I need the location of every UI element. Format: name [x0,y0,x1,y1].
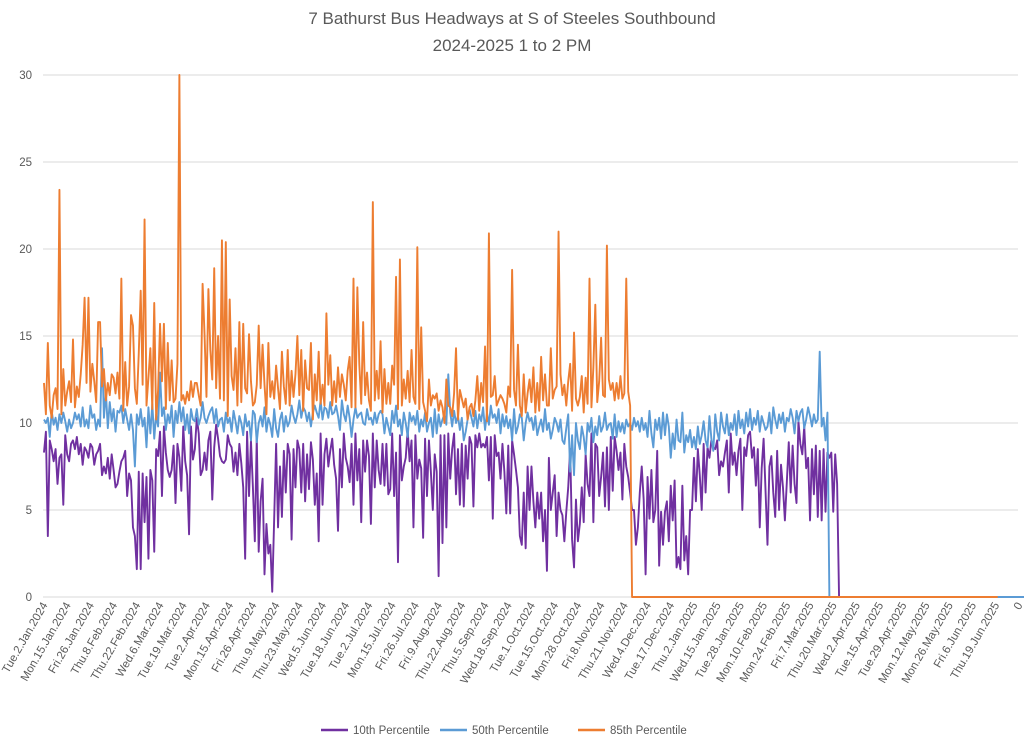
y-tick-label: 5 [26,505,32,517]
y-tick-label: 15 [19,331,32,343]
series-lines [43,74,1024,598]
y-tick-label: 30 [19,70,32,82]
y-tick-label: 0 [26,592,32,604]
chart-subtitle: 2024-2025 1 to 2 PM [433,36,592,55]
legend: 10th Percentile 50th Percentile 85th Perce… [321,725,687,737]
legend-label-85th-percentile: 85th Percentile [610,725,687,737]
y-tick-label: 20 [19,244,32,256]
y-tick-label: 10 [19,418,32,430]
series-line-85th-percentile [43,74,998,598]
legend-label-50th-percentile: 50th Percentile [472,725,549,737]
legend-label-10th-percentile: 10th Percentile [353,725,430,737]
x-tick-label: 0 [1012,601,1024,613]
y-axis-ticks: 0 5 10 15 20 25 30 [19,70,32,604]
y-tick-label: 25 [19,157,32,169]
series-line-10th-percentile [43,416,1024,598]
x-axis-ticks: Tue.2.Jan.2024Mon.15.Jan.2024Fri.26.Jan.… [0,600,1024,686]
chart-title: 7 Bathurst Bus Headways at S of Steeles … [308,9,715,28]
